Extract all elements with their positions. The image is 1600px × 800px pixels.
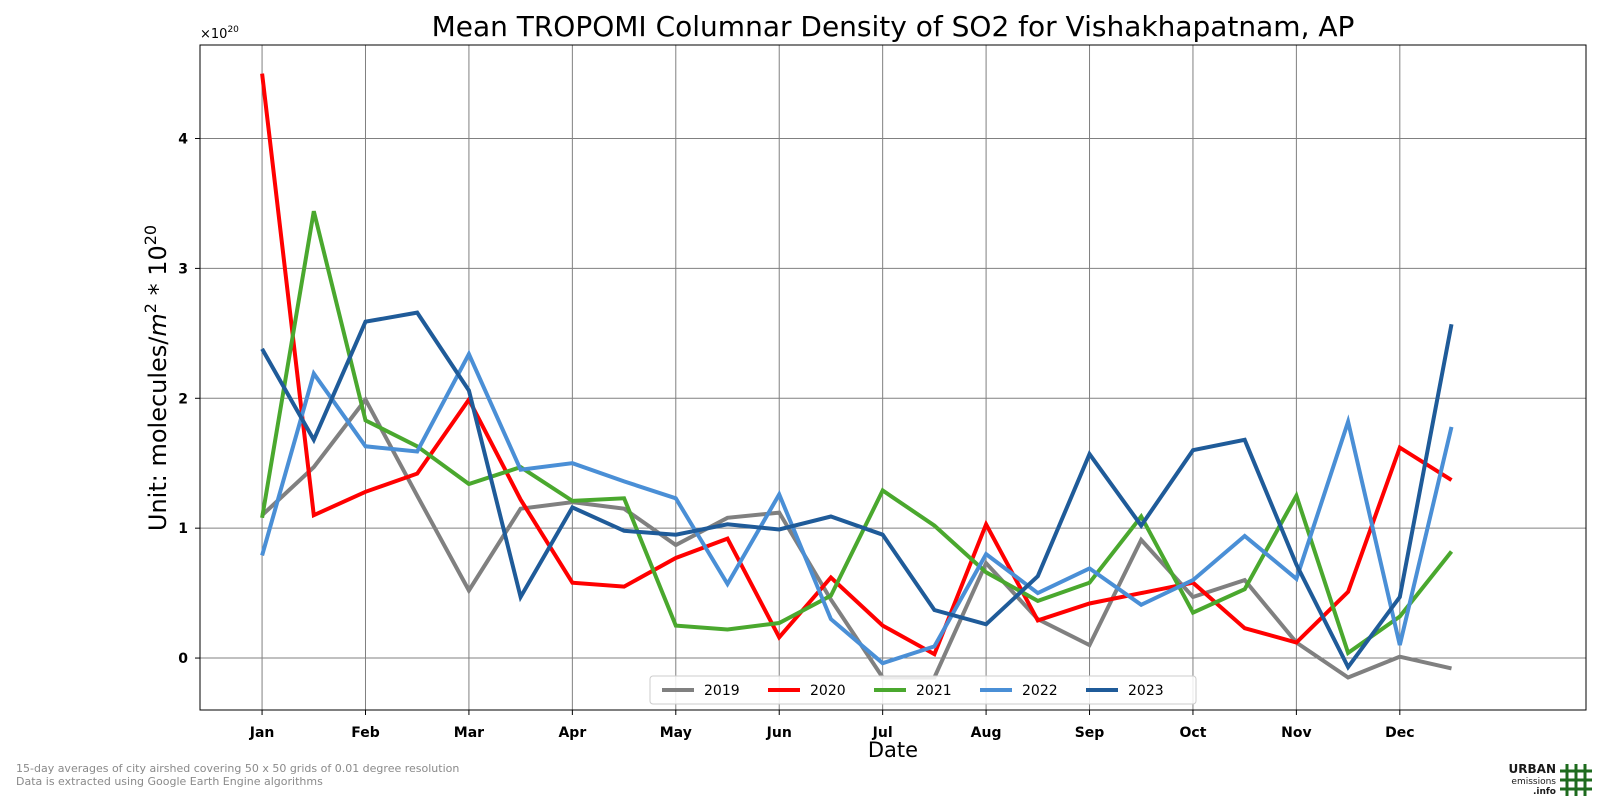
series-line-2021 <box>260 210 1454 657</box>
y-tick-label: 2 <box>178 391 188 407</box>
logo-grid-icon <box>1560 764 1592 796</box>
axis-offset-exponent: 20 <box>227 25 239 35</box>
legend-label-2022: 2022 <box>1022 683 1058 699</box>
y-axis-label-multiplier: * 10 <box>144 245 172 303</box>
axis-offset-base: ×10 <box>200 27 227 42</box>
x-tick-label: Mar <box>454 725 484 741</box>
y-axis-label-multiplier-exponent: 20 <box>141 225 160 245</box>
plot-frame <box>199 44 1587 711</box>
x-tick-label: Jan <box>249 725 275 741</box>
y-axis-label: Unit: molecules/m2 * 1020 <box>141 225 172 531</box>
y-axis-label-prefix: Unit: molecules/ <box>144 336 172 531</box>
x-axis-ticks: Jan Feb Mar Apr May Jun Jul Aug Sep Oct Nov Dec <box>249 710 1415 741</box>
x-tick-label: Apr <box>558 725 586 741</box>
series-line-2023 <box>260 310 1454 671</box>
legend-label-2023: 2023 <box>1128 683 1164 699</box>
series-line-2020 <box>260 73 1453 658</box>
legend-label-2021: 2021 <box>916 683 952 699</box>
logo-text-info: .info <box>1532 787 1556 797</box>
x-tick-label: Oct <box>1180 725 1207 741</box>
y-tick-label: 4 <box>178 132 188 148</box>
x-tick-label: Aug <box>971 725 1002 741</box>
chart-title: Mean TROPOMI Columnar Density of SO2 for… <box>432 10 1355 43</box>
legend-label-2019: 2019 <box>704 683 740 699</box>
x-tick-label: Feb <box>351 725 380 741</box>
legend-box <box>649 675 1197 705</box>
y-axis-label-unit-exponent: 2 <box>141 303 160 313</box>
logo-text-emissions: emissions <box>1511 777 1556 787</box>
plot-background <box>200 45 1586 710</box>
footnote-line-1: 15-day averages of city airshed covering… <box>16 762 460 775</box>
x-axis-label: Date <box>868 738 918 762</box>
x-tick-label: Jul <box>872 725 893 741</box>
x-tick-label: Nov <box>1281 725 1311 741</box>
logo-grid <box>1560 764 1592 796</box>
y-tick-label: 0 <box>178 651 188 667</box>
y-tick-label: 3 <box>178 261 188 277</box>
series-lines <box>260 73 1454 680</box>
x-tick-label: May <box>660 725 692 741</box>
y-axis-label-unit: m <box>144 313 172 336</box>
footnote-line-2: Data is extracted using Google Earth Eng… <box>16 775 323 788</box>
x-tick-label: Sep <box>1075 725 1105 741</box>
x-tick-label: Dec <box>1385 725 1414 741</box>
axis-offset-label: ×1020 <box>200 25 239 42</box>
legend: 2019 2020 2021 2022 2023 <box>649 675 1197 705</box>
legend-label-2020: 2020 <box>810 683 846 699</box>
y-tick-label: 1 <box>178 521 188 537</box>
x-tick-label: Jun <box>766 725 792 741</box>
series-line-2022 <box>260 349 1454 666</box>
y-axis-ticks: 0 1 2 3 4 <box>178 132 200 667</box>
logo-text-urban: URBAN <box>1508 762 1556 776</box>
